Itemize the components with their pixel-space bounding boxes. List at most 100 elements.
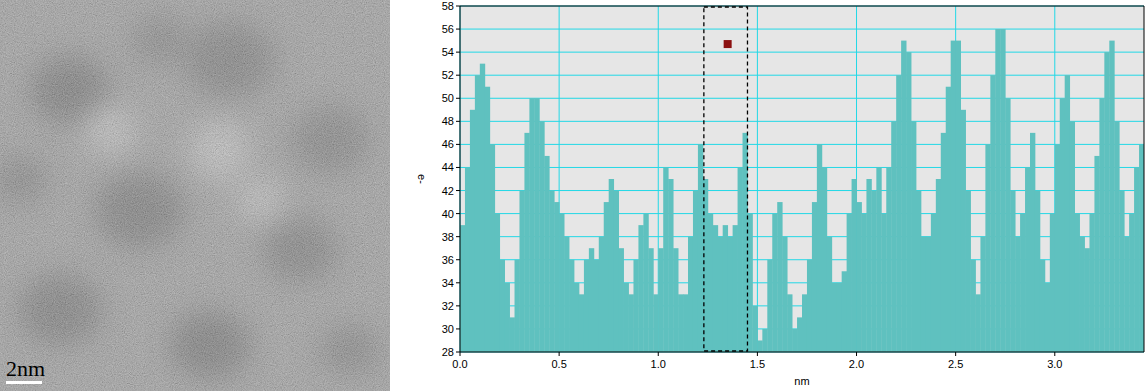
bar [579, 294, 584, 352]
bar [802, 294, 807, 352]
bar [916, 191, 921, 352]
x-tick [658, 352, 659, 356]
y-tick-label: 28 [442, 346, 454, 358]
bar [837, 283, 842, 352]
bar [767, 260, 772, 352]
bar [792, 329, 797, 352]
y-tick-label: 54 [442, 46, 454, 58]
bar [1065, 75, 1070, 352]
bar [1000, 29, 1005, 352]
grid-line-y [460, 121, 1144, 122]
bar [777, 202, 782, 352]
bar [668, 179, 673, 352]
bar [1055, 144, 1060, 352]
y-axis-line [460, 6, 461, 352]
bar [470, 110, 475, 352]
bar [524, 133, 529, 352]
y-tick [456, 190, 460, 191]
y-tick-label: 38 [442, 231, 454, 243]
grid-line-y [460, 75, 1144, 76]
ticks: 283032343638404244464850525456580.00.51.… [442, 0, 1063, 370]
bar [1129, 214, 1134, 352]
bar [589, 248, 594, 352]
bar [1119, 191, 1124, 352]
y-tick-label: 48 [442, 115, 454, 127]
bar [866, 179, 871, 352]
bar [614, 191, 619, 352]
bar [772, 214, 777, 352]
bar [1010, 191, 1015, 352]
x-axis-line [460, 352, 1144, 353]
bar [1030, 133, 1035, 352]
y-tick [456, 352, 460, 353]
bar [832, 283, 837, 352]
y-tick [456, 259, 460, 260]
bar [1025, 167, 1030, 352]
cursor-marker [724, 40, 732, 48]
bar [713, 225, 718, 352]
y-tick-label: 46 [442, 138, 454, 150]
bar [1060, 98, 1065, 352]
y-tick [456, 213, 460, 214]
bar [733, 225, 738, 352]
bar [475, 75, 480, 352]
y-tick-label: 44 [442, 161, 454, 173]
grid [460, 6, 1144, 352]
bar [807, 260, 812, 352]
bar [995, 29, 1000, 352]
selection-box [704, 7, 748, 351]
y-tick [456, 144, 460, 145]
scale-label: 2nm [6, 356, 45, 381]
bar [569, 260, 574, 352]
x-tick [559, 352, 560, 356]
bar [648, 248, 653, 352]
bar [505, 283, 510, 352]
bar [1005, 98, 1010, 352]
bar [876, 167, 881, 352]
y-tick [456, 167, 460, 168]
bar [857, 202, 862, 352]
y-tick-label: 56 [442, 23, 454, 35]
bar [881, 214, 886, 352]
micrograph [0, 0, 390, 391]
x-tick-label: 2.5 [948, 358, 963, 370]
bar [931, 214, 936, 352]
bar [782, 237, 787, 352]
bar [1109, 41, 1114, 352]
bar [604, 202, 609, 352]
bar [891, 121, 896, 352]
bar [1015, 237, 1020, 352]
bar [653, 294, 658, 352]
x-axis-title: nm [794, 375, 809, 387]
bar [926, 237, 931, 352]
x-tick [856, 352, 857, 356]
bar [1050, 214, 1055, 352]
bar [822, 167, 827, 352]
bar [698, 144, 703, 352]
annotations [704, 7, 748, 351]
bar [688, 237, 693, 352]
bar [747, 214, 752, 352]
bar [529, 98, 534, 352]
bar [490, 144, 495, 352]
y-tick-label: 32 [442, 300, 454, 312]
grid-line-x [460, 6, 461, 352]
bar [966, 191, 971, 352]
bar [738, 167, 743, 352]
bar [852, 179, 857, 352]
bar [787, 294, 792, 352]
bar [683, 294, 688, 352]
bar [619, 248, 624, 352]
y-axis-title: e- [416, 174, 428, 184]
bar [847, 214, 852, 352]
bar [564, 237, 569, 352]
bar [708, 214, 713, 352]
bar [812, 202, 817, 352]
x-tick [460, 352, 461, 356]
grid-line-y [460, 352, 1144, 353]
bar [723, 225, 728, 352]
bar [896, 75, 901, 352]
y-tick [456, 328, 460, 329]
bar [1089, 214, 1094, 352]
bar [797, 317, 802, 352]
